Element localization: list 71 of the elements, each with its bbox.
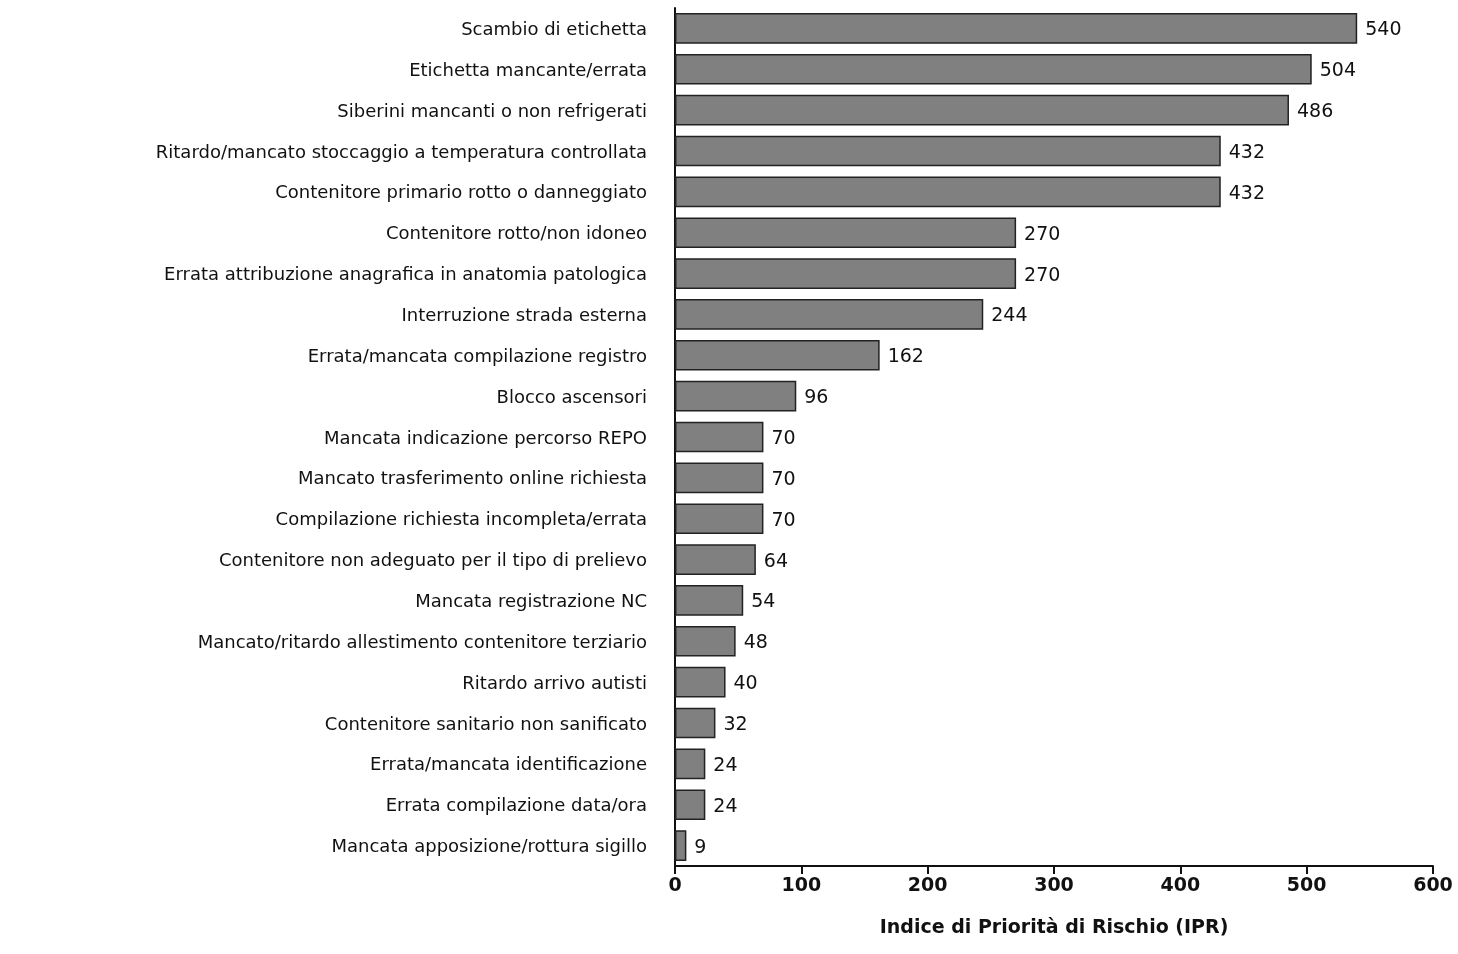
- y-tick-label: Ritardo/mancato stoccaggio a temperatura controllata: [155, 140, 647, 162]
- data-label: 244: [991, 303, 1028, 326]
- bar: [675, 299, 984, 330]
- bar: [675, 789, 706, 821]
- bar: [675, 503, 764, 535]
- x-tick-label: 500: [1286, 872, 1327, 895]
- y-tick-label: Contenitore sanitario non sanificato: [324, 712, 647, 734]
- data-label: 504: [1319, 58, 1356, 81]
- data-label: 70: [771, 466, 796, 489]
- x-axis-title: Indice di Priorità di Rischio (IPR): [879, 914, 1229, 937]
- y-tick-label: Mancata registrazione NC: [415, 589, 647, 611]
- y-tick-label: Errata attribuzione anagrafica in anatomia patologica: [164, 263, 647, 285]
- data-label: 270: [1024, 262, 1061, 285]
- y-tick-label: Mancata indicazione percorso REPO: [324, 426, 647, 448]
- data-label: 64: [763, 548, 789, 571]
- x-tick-label: 300: [1034, 872, 1074, 895]
- x-tick-label: 400: [1160, 872, 1201, 895]
- x-tick-label: 200: [907, 872, 948, 895]
- bar: [675, 176, 1221, 208]
- bar: [675, 258, 1017, 289]
- bar: [675, 707, 716, 739]
- y-tick-label: Compilazione richiesta incompleta/errata: [275, 508, 647, 530]
- bar: [675, 748, 706, 780]
- data-label: 486: [1296, 99, 1334, 122]
- y-tick-label: Scambio di etichetta: [461, 17, 647, 39]
- y-tick-label: Contenitore rotto/non idoneo: [385, 222, 647, 244]
- y-tick-label: Errata/mancata compilazione registro: [307, 344, 647, 366]
- bar: [675, 830, 687, 861]
- bar: [675, 53, 1312, 85]
- y-tick-label: Mancata apposizione/rottura sigillo: [331, 835, 647, 857]
- y-tick-label: Mancato/ritardo allestimento contenitore terziario: [197, 630, 647, 652]
- bar: [675, 94, 1289, 126]
- bar: [675, 339, 880, 371]
- data-label: 48: [743, 630, 768, 653]
- x-tick-label: 0: [668, 872, 682, 895]
- data-label: 54: [751, 589, 776, 612]
- data-label: 40: [733, 671, 758, 694]
- bar: [675, 462, 764, 494]
- y-tick-label: Errata/mancata identificazione: [370, 753, 647, 775]
- y-tick-label: Blocco ascensori: [496, 385, 647, 407]
- y-tick-label: Interruzione strada esterna: [401, 303, 647, 325]
- data-label: 24: [713, 793, 738, 816]
- data-label: 24: [713, 752, 738, 775]
- x-tick-label: 100: [781, 872, 822, 895]
- bar: [675, 421, 764, 453]
- bar: [675, 544, 756, 575]
- bar: [675, 217, 1017, 249]
- y-tick-label: Contenitore primario rotto o danneggiato: [275, 181, 647, 203]
- data-label: 540: [1365, 17, 1402, 40]
- y-tick-label: Mancato trasferimento online richiesta: [297, 467, 647, 489]
- data-label: 270: [1024, 221, 1061, 244]
- y-tick-label: Contenitore non adeguato per il tipo di prelievo: [218, 549, 647, 571]
- bar: [675, 666, 726, 698]
- bar: [675, 625, 736, 657]
- x-tick-label: 600: [1413, 872, 1453, 895]
- y-tick-label: Errata compilazione data/ora: [385, 794, 647, 816]
- data-label: 70: [771, 426, 796, 448]
- data-label: 162: [887, 344, 924, 367]
- data-label: 96: [804, 385, 829, 408]
- data-label: 432: [1228, 140, 1266, 162]
- y-tick-label: Etichetta mancante/errata: [409, 58, 647, 80]
- data-label: 432: [1228, 180, 1266, 203]
- data-label: 9: [694, 834, 707, 857]
- bar: [675, 135, 1221, 167]
- y-tick-label: Siberini mancanti o non refrigerati: [337, 99, 647, 121]
- bar: [675, 585, 744, 616]
- data-label: 70: [771, 507, 796, 530]
- data-label: 32: [723, 712, 748, 734]
- bar: [675, 380, 797, 412]
- bar: [675, 13, 1358, 44]
- y-tick-label: Ritardo arrivo autisti: [462, 671, 647, 693]
